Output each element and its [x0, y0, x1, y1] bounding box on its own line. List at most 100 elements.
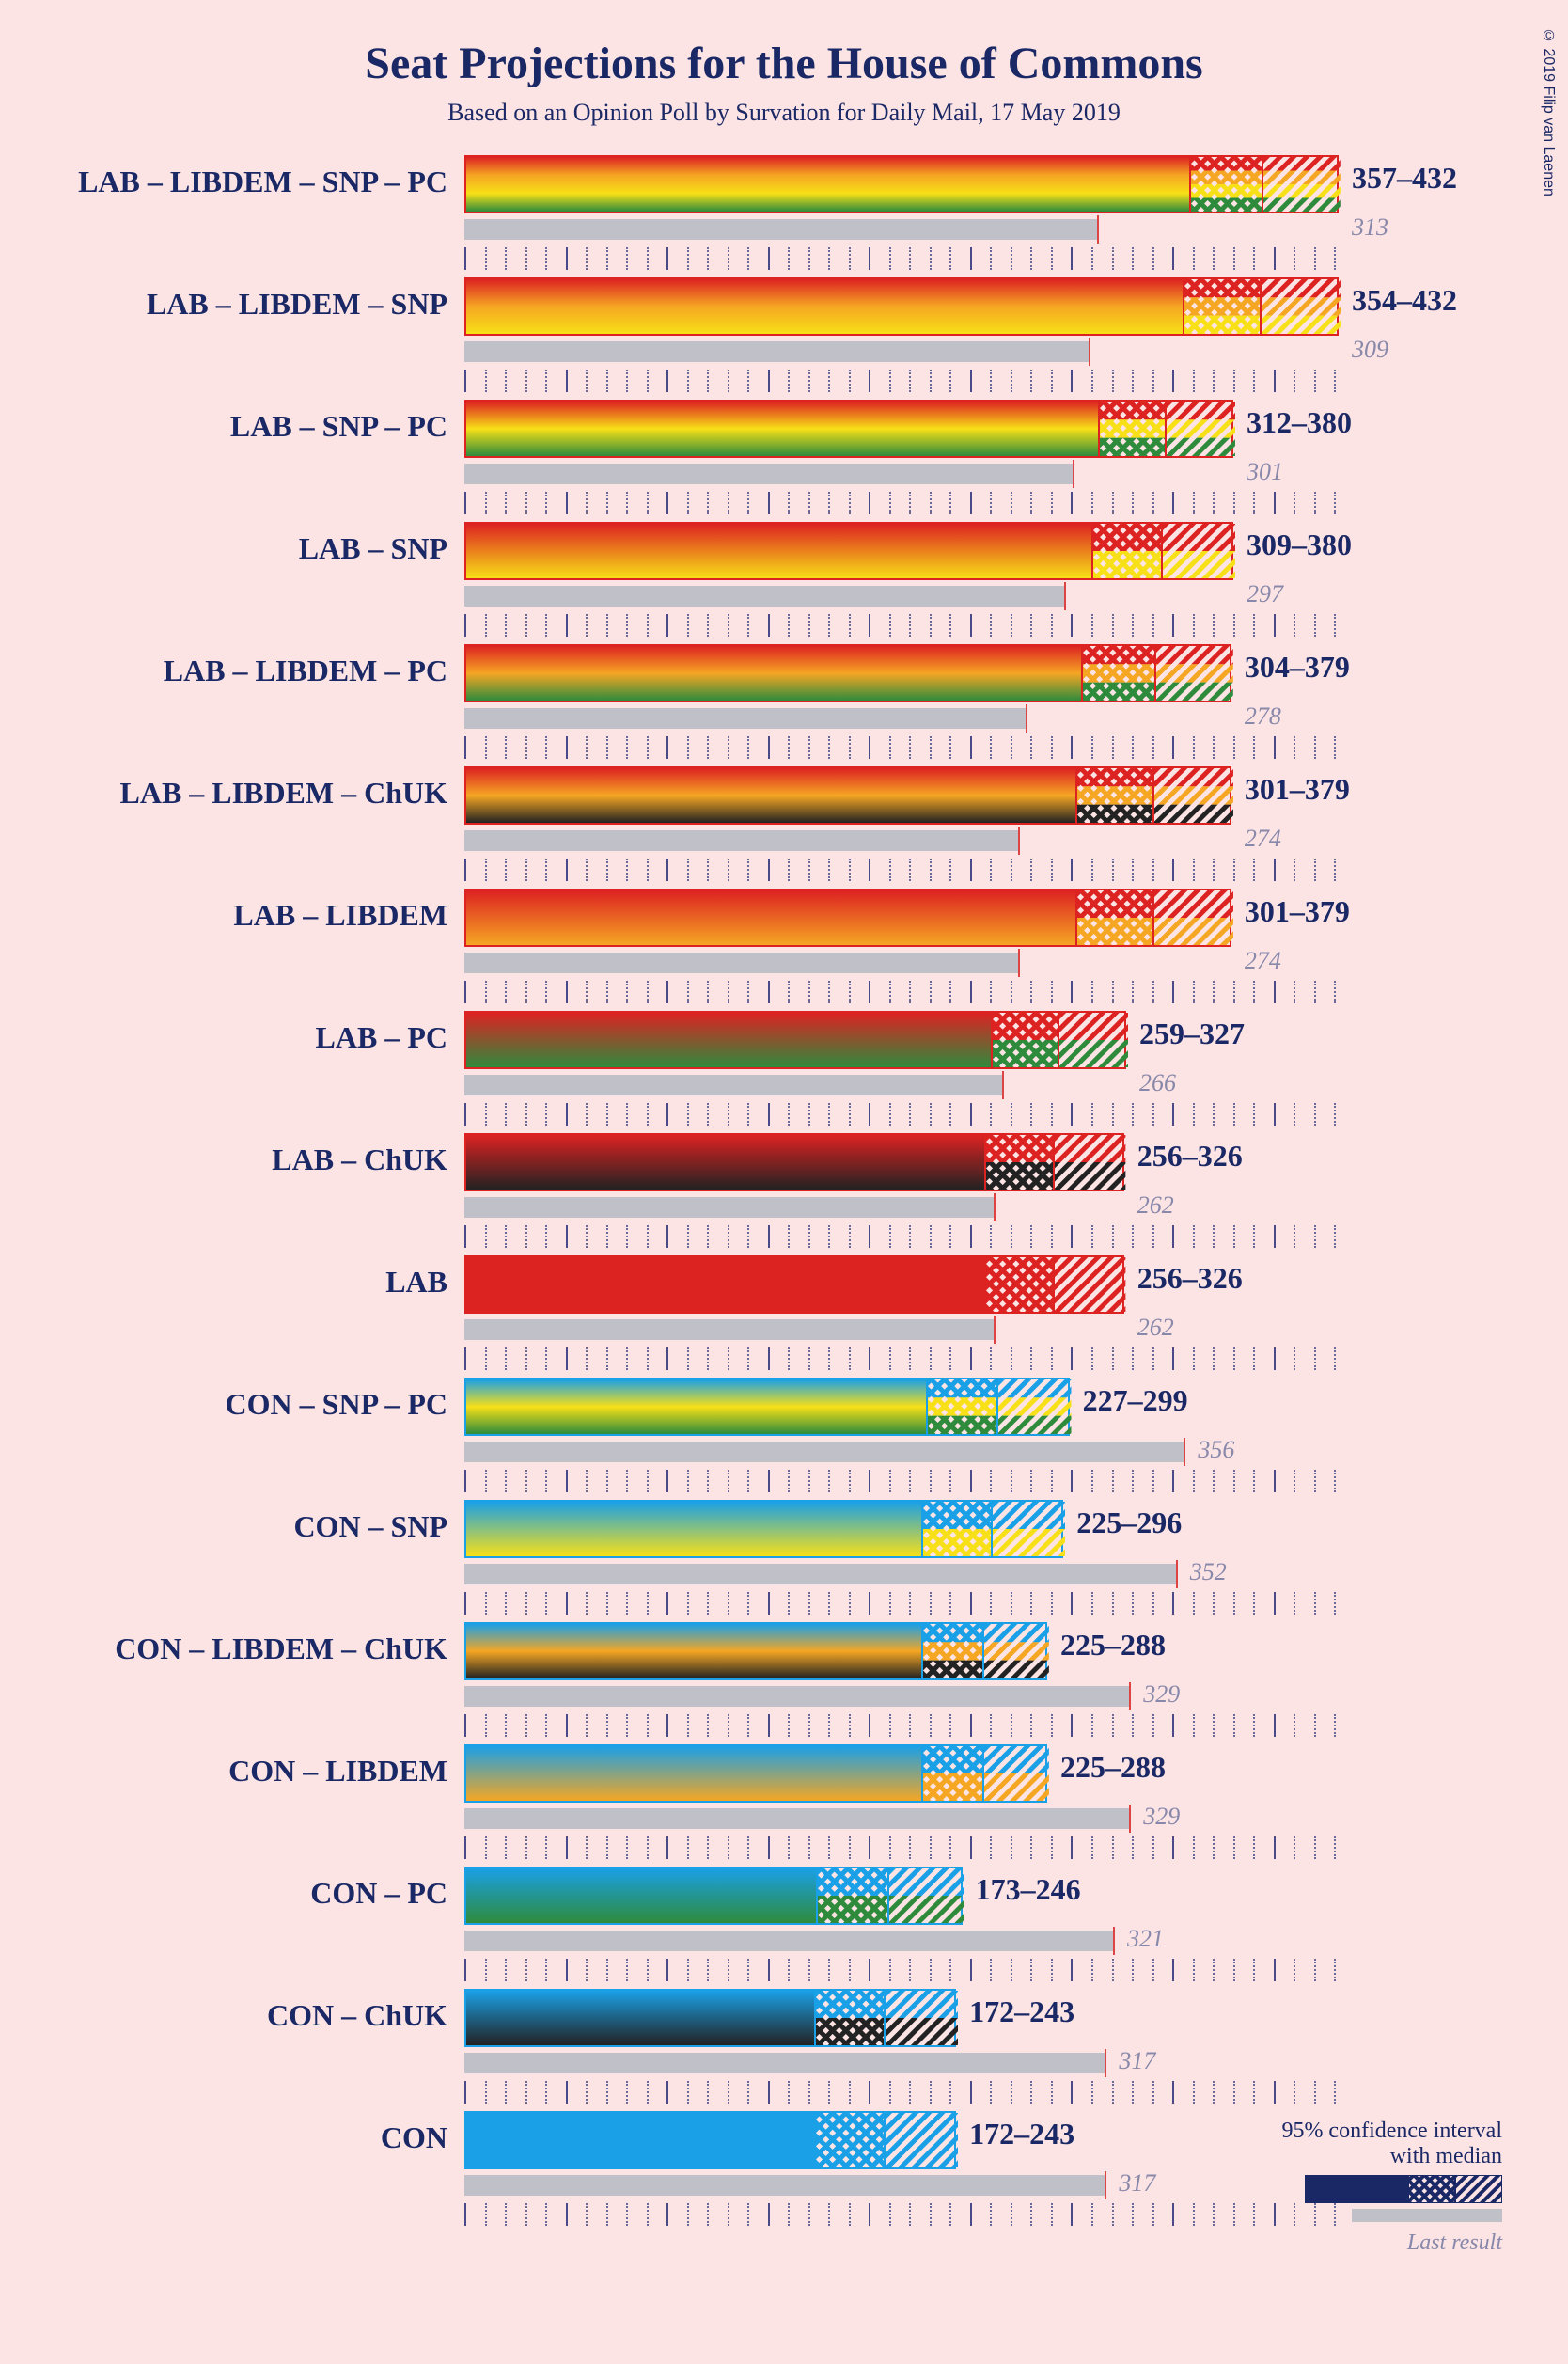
coalition-label: CON – SNP [51, 1500, 464, 1544]
bar-diagonal-segment [993, 1502, 1066, 1556]
bar-solid-segment [466, 524, 1091, 578]
last-result-label: 301 [1247, 458, 1283, 486]
projection-range-label: 301–379 [1245, 894, 1350, 929]
legend-last-swatch [1352, 2209, 1502, 2222]
grid-ticks [464, 1836, 1355, 1859]
bar-diagonal-segment [984, 1624, 1049, 1678]
coalition-row: LAB – LIBDEM – SNP – PC357–432313 [51, 155, 1517, 277]
bar-solid-segment [466, 646, 1081, 701]
coalition-row: LAB256–326262 [51, 1255, 1517, 1378]
bar-area: 309–380297 [464, 522, 1517, 644]
coalition-label: LAB – LIBDEM – SNP [51, 277, 464, 322]
last-result-bar [464, 708, 1027, 729]
bar-area: 225–288329 [464, 1622, 1517, 1744]
coalition-label: LAB – SNP [51, 522, 464, 566]
projection-range-label: 227–299 [1083, 1383, 1188, 1418]
projection-bar [464, 1133, 1124, 1191]
projection-bar [464, 1744, 1047, 1803]
last-result-bar [464, 1442, 1184, 1462]
last-result-tick [1097, 215, 1099, 244]
projection-bar [464, 1011, 1126, 1069]
last-result-label: 274 [1245, 825, 1281, 853]
projection-bar [464, 644, 1231, 702]
bar-solid-segment [466, 1257, 984, 1312]
last-result-tick [1176, 1560, 1178, 1588]
grid-ticks [464, 1470, 1355, 1492]
bar-diagonal-segment [1163, 524, 1236, 578]
coalition-label: CON – ChUK [51, 1989, 464, 2033]
bar-area: 304–379278 [464, 644, 1517, 766]
last-result-tick [1184, 1438, 1185, 1466]
bar-diagonal-segment [886, 2113, 959, 2167]
legend-ci-line1: 95% confidence interval [1281, 2119, 1502, 2144]
grid-ticks [464, 2081, 1355, 2104]
last-result-bar [464, 1808, 1130, 1829]
bar-solid-segment [466, 768, 1075, 823]
coalition-row: LAB – SNP309–380297 [51, 522, 1517, 644]
legend-ci-swatch [1305, 2175, 1502, 2203]
bar-diagonal-segment [886, 1991, 959, 2045]
bar-solid-segment [466, 1624, 921, 1678]
coalition-label: LAB – PC [51, 1011, 464, 1055]
grid-ticks [464, 2203, 1355, 2226]
bar-diagonal-segment [1263, 157, 1341, 212]
bar-diagonal-segment [1167, 402, 1235, 456]
projection-range-label: 354–432 [1352, 283, 1457, 318]
coalition-label: CON [51, 2111, 464, 2155]
last-result-label: 317 [1119, 2047, 1155, 2075]
projection-range-label: 256–326 [1137, 1139, 1243, 1174]
projection-bar [464, 277, 1339, 336]
coalition-label: LAB [51, 1255, 464, 1300]
bar-area: 256–326 262 [464, 1133, 1517, 1255]
coalition-label: CON – LIBDEM – ChUK [51, 1622, 464, 1666]
last-result-tick [994, 1316, 996, 1344]
bar-area: 227–299356 [464, 1378, 1517, 1500]
bar-area: 312–380 301 [464, 400, 1517, 522]
bar-solid-segment [466, 1868, 816, 1923]
last-result-tick [1129, 1682, 1131, 1710]
bar-solid-segment [466, 1502, 921, 1556]
bar-solid-segment [466, 890, 1075, 945]
bar-solid-segment [466, 2113, 814, 2167]
last-result-bar [464, 341, 1090, 362]
bar-solid-segment [466, 279, 1183, 334]
last-result-label: 317 [1119, 2169, 1155, 2198]
grid-ticks [464, 614, 1355, 637]
bar-crosshatch-segment [1183, 279, 1262, 334]
coalition-label: LAB – LIBDEM – SNP – PC [51, 155, 464, 199]
coalition-row: CON – SNP – PC227–299356 [51, 1378, 1517, 1500]
bar-crosshatch-segment [984, 1257, 1055, 1312]
last-result-bar [464, 1319, 995, 1340]
coalition-row: LAB – LIBDEM – ChUK301–379274 [51, 766, 1517, 889]
last-result-bar [464, 1564, 1177, 1584]
bar-crosshatch-segment [926, 1379, 999, 1434]
last-result-tick [1002, 1071, 1004, 1099]
bar-diagonal-segment [1154, 768, 1233, 823]
bar-diagonal-segment [998, 1379, 1072, 1434]
grid-ticks [464, 1592, 1355, 1615]
projection-range-label: 312–380 [1247, 405, 1352, 440]
projection-range-label: 357–432 [1352, 161, 1457, 196]
projection-range-label: 172–243 [969, 2117, 1074, 2151]
projection-bar [464, 766, 1231, 825]
bar-solid-segment [466, 402, 1098, 456]
last-result-label: 321 [1127, 1925, 1164, 1953]
projection-range-label: 173–246 [976, 1872, 1081, 1907]
bar-crosshatch-segment [984, 1135, 1055, 1190]
projection-bar [464, 522, 1233, 580]
last-result-tick [1129, 1805, 1131, 1833]
coalition-row: CON – LIBDEM – ChUK225–288329 [51, 1622, 1517, 1744]
last-result-label: 352 [1190, 1558, 1227, 1586]
bar-diagonal-segment [984, 1746, 1049, 1801]
bar-solid-segment [466, 1013, 991, 1067]
bar-area: 225–288329 [464, 1744, 1517, 1867]
last-result-bar [464, 830, 1019, 851]
legend-last-label: Last result [1281, 2230, 1502, 2256]
coalition-row: CON – LIBDEM225–288329 [51, 1744, 1517, 1867]
bar-solid-segment [466, 157, 1189, 212]
last-result-tick [1073, 460, 1074, 488]
bar-solid-segment [466, 1135, 984, 1190]
last-result-label: 262 [1137, 1191, 1174, 1220]
grid-ticks [464, 492, 1355, 514]
legend-ci-line2: with median [1281, 2144, 1502, 2169]
